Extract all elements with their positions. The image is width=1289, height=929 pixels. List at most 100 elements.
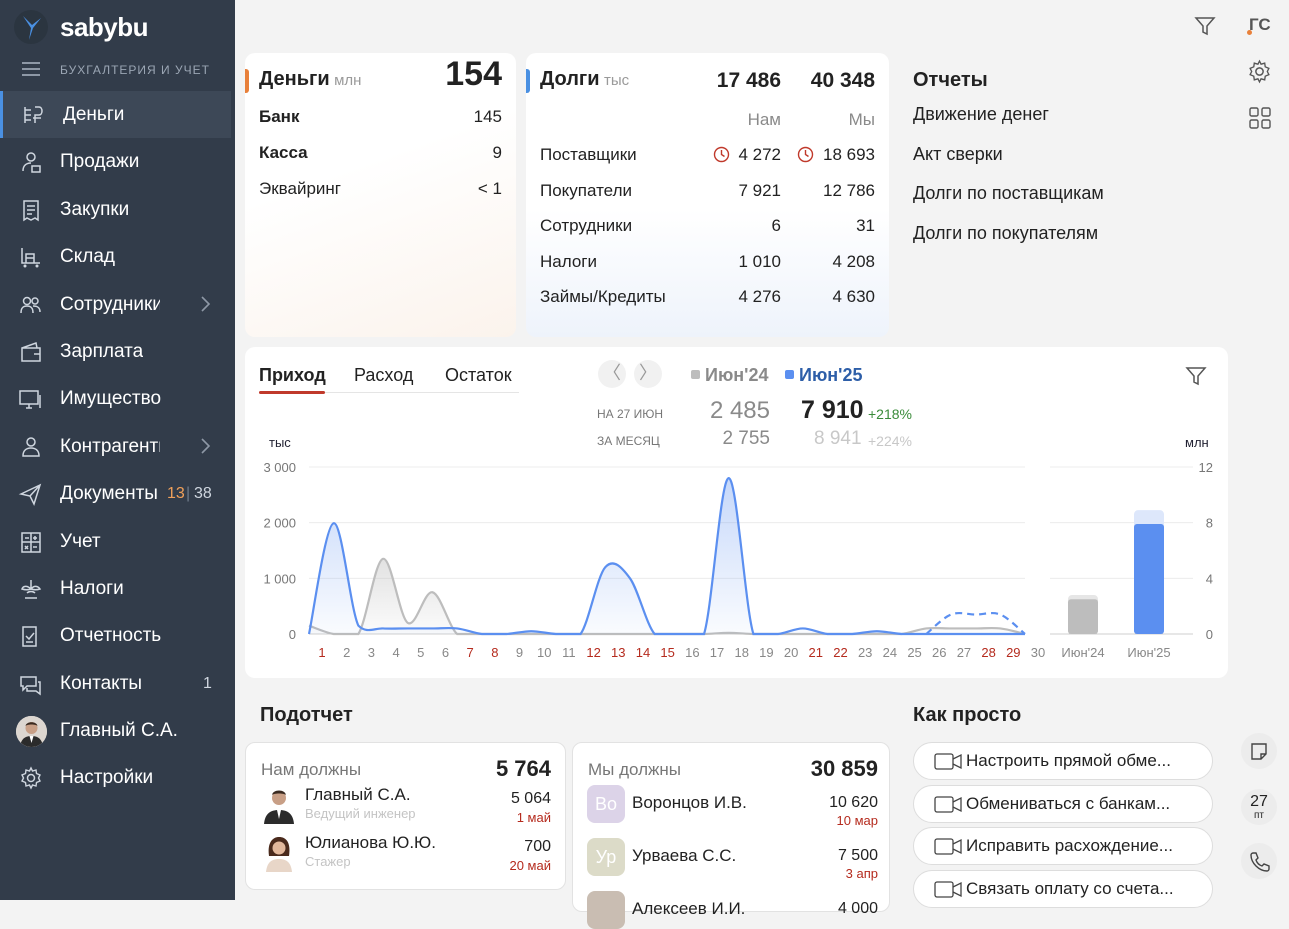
debts-card[interactable]: Долги тыс 17 486 40 348 Нам Мы Поставщик…	[526, 53, 889, 337]
count-divider: |	[186, 485, 191, 503]
sidebar-item-6[interactable]: Зарплата	[0, 328, 235, 375]
debt-row-we[interactable]: 4 208	[832, 251, 875, 271]
debts-title: Долги	[540, 68, 600, 90]
person-name[interactable]: Урваева С.С.	[632, 846, 737, 865]
person-name[interactable]: Главный С.А.	[305, 785, 411, 804]
x-tick-label: 6	[442, 645, 449, 660]
sidebar-item-7[interactable]: Имущество	[0, 375, 235, 422]
report-link[interactable]: Движение денег	[913, 104, 1049, 124]
person-amount: 5 064	[510, 790, 551, 807]
sidebar-item-13[interactable]: Контакты 1	[0, 660, 235, 707]
sidebar-nav: Деньги Продажи Закупки Склад Сотрудники Зарпл…	[0, 91, 235, 802]
report-link[interactable]: Акт сверки	[913, 143, 1003, 164]
debt-row-us[interactable]: 4 276	[738, 287, 781, 306]
tab-2[interactable]: Расход	[354, 365, 414, 385]
bar-value-2[interactable]	[1134, 524, 1164, 634]
legend-prev[interactable]: Июн'24	[691, 365, 768, 386]
debt-row-us[interactable]: 7 921	[738, 180, 781, 200]
bar-y-tick-label: 4	[1206, 571, 1213, 586]
person-name[interactable]: Алексеев И.И.	[632, 899, 746, 918]
x-tick-label: 30	[1031, 645, 1045, 660]
tab-3[interactable]: Остаток	[445, 365, 512, 385]
debt-row-label: Покупатели	[540, 180, 632, 200]
sidebar-item-8[interactable]: Контрагенты	[0, 423, 235, 470]
person-role: Стажер	[305, 854, 351, 869]
sidebar-item-3[interactable]: Закупки	[0, 186, 235, 233]
money-card[interactable]: Деньги млн 154 Банк 145 Касса 9 Эквайринг < 1	[245, 53, 516, 337]
money-row-label: Касса	[259, 143, 308, 162]
bar-y-tick-label: 12	[1199, 460, 1213, 475]
debt-row-label: Поставщики	[540, 145, 637, 164]
how-video-button[interactable]: Связать оплату со счета...	[913, 869, 1213, 908]
filter-icon[interactable]	[1194, 15, 1216, 37]
money-row-label: Эквайринг	[259, 179, 341, 198]
sidebar-item-12[interactable]: Отчетность	[0, 612, 235, 659]
report-link[interactable]: Долги по поставщикам	[913, 183, 1104, 203]
menu-icon[interactable]	[22, 62, 40, 76]
legend-prev-swatch	[691, 370, 700, 379]
debts-total-us: 17 486	[716, 69, 781, 92]
calendar-button[interactable]: 27 пт	[1241, 789, 1277, 825]
next-period-button[interactable]: 〉	[634, 360, 662, 388]
sidebar-item-9[interactable]: Документы 13 | 38	[0, 470, 235, 517]
sidebar-item-14[interactable]: Главный С.А.	[0, 707, 235, 754]
x-tick-label: 25	[907, 645, 921, 660]
sidebar-item-label: Налоги	[60, 577, 124, 599]
we-owe-card[interactable]: Мы должны 30 859 Во Воронцов И.В. 10 620 10…	[572, 742, 890, 929]
debt-row-we[interactable]: 31	[856, 216, 875, 235]
how-video-button[interactable]: Настроить прямой обме...	[913, 742, 1213, 780]
sidebar-item-5[interactable]: Сотрудники	[0, 281, 235, 328]
video-camera-icon	[934, 753, 962, 770]
debt-row-us[interactable]: 6	[771, 216, 781, 235]
report-link[interactable]: Долги по покупателям	[913, 222, 1099, 243]
apps-grid-icon[interactable]	[1249, 107, 1271, 129]
debt-row-we[interactable]: 4 630	[832, 287, 875, 306]
bar-value-1[interactable]	[1068, 599, 1098, 634]
how-video-button[interactable]: Исправить расхождение...	[913, 827, 1213, 865]
x-tick-label: 16	[685, 645, 699, 660]
prev-period-button[interactable]: 〈	[598, 360, 626, 388]
overdue-clock-icon	[713, 146, 730, 168]
settings-icon	[18, 766, 44, 791]
sidebar-item-2[interactable]: Продажи	[0, 138, 235, 185]
person-name[interactable]: Юлианова Ю.Ю.	[305, 833, 436, 852]
reports-title: Отчеты	[913, 69, 988, 91]
sidebar-item-15[interactable]: Настройки	[0, 754, 235, 801]
logo[interactable]: sabybu	[14, 8, 194, 44]
podotchet-title: Подотчет	[260, 704, 353, 726]
money-title: Деньги	[259, 68, 330, 90]
gear-icon[interactable]	[1247, 59, 1272, 84]
chart-filter-icon[interactable]	[1185, 365, 1207, 387]
documents-icon	[18, 482, 44, 507]
debt-row-us[interactable]: 1 010	[738, 251, 781, 271]
phone-button[interactable]	[1241, 843, 1277, 879]
row2-label: ЗА МЕСЯЦ	[597, 434, 660, 448]
sidebar: sabybu БУХГАЛТЕРИЯ И УЧЕТ Деньги Продажи З…	[0, 0, 235, 900]
owed-to-us-card[interactable]: Нам должны 5 764 Главный С.А. Ведущий инж…	[245, 742, 566, 890]
how-video-button[interactable]: Обмениваться с банкам...	[913, 784, 1213, 823]
legend-cur[interactable]: Июн'25	[785, 365, 862, 386]
person-amount: 7 500	[837, 847, 878, 864]
debts-accent	[526, 69, 530, 93]
calendar-weekday: пт	[1254, 810, 1264, 821]
x-tick-label: 24	[883, 645, 897, 660]
debt-row-we[interactable]: 18 693	[823, 145, 875, 164]
taxes-icon	[18, 577, 44, 601]
chevron-right-icon	[200, 435, 212, 463]
debts-col-us: Нам	[747, 110, 781, 129]
person-name[interactable]: Воронцов И.В.	[632, 793, 747, 812]
sidebar-item-11[interactable]: Налоги	[0, 565, 235, 612]
debts-title-group: Долги тыс	[540, 68, 629, 91]
row1-cur: 7 910	[801, 396, 864, 424]
sidebar-item-1[interactable]: Деньги	[0, 91, 231, 139]
how-button-label: Связать оплату со счета...	[966, 878, 1174, 898]
bar-y-tick-label: 8	[1206, 516, 1213, 531]
x-tick-label: 15	[660, 645, 674, 660]
debt-row-us[interactable]: 4 272	[738, 145, 781, 164]
sidebar-item-10[interactable]: Учет	[0, 518, 235, 565]
tab-1[interactable]: Приход	[259, 365, 326, 385]
sidebar-item-4[interactable]: Склад	[0, 233, 235, 280]
debt-row-we[interactable]: 12 786	[823, 180, 875, 200]
user-initials[interactable]: ГС	[1249, 15, 1271, 34]
note-button[interactable]	[1241, 733, 1277, 769]
